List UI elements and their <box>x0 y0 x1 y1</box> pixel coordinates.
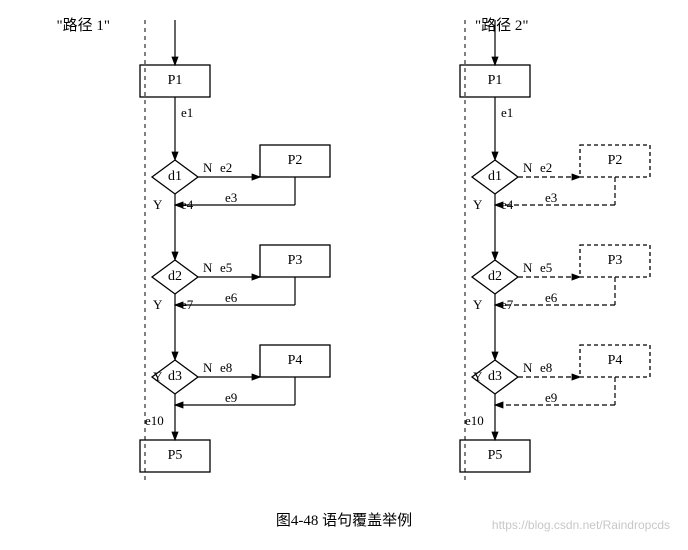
svg-text:N: N <box>203 160 213 175</box>
svg-text:e2: e2 <box>220 160 232 175</box>
svg-text:e7: e7 <box>181 297 194 312</box>
svg-text:e5: e5 <box>220 260 232 275</box>
svg-text:e1: e1 <box>181 105 193 120</box>
svg-text:Y: Y <box>473 297 483 312</box>
svg-text:e4: e4 <box>181 197 194 212</box>
svg-text:Y: Y <box>153 297 163 312</box>
svg-text:e2: e2 <box>540 160 552 175</box>
svg-text:Y: Y <box>473 369 483 384</box>
svg-text:P1: P1 <box>168 73 183 88</box>
svg-text:P2: P2 <box>608 153 623 168</box>
svg-text:e10: e10 <box>145 413 164 428</box>
svg-text:d1: d1 <box>168 169 182 184</box>
svg-text:P4: P4 <box>608 353 623 368</box>
diagram-svg: "路径 1" P1 e1 d1 Ne2 P2 e3 Ye4 d2 Ne5 P3 e6 Ye7 d3 Ne8 P… <box>0 0 688 550</box>
svg-text:e6: e6 <box>545 290 558 305</box>
watermark: https://blog.csdn.net/Raindropcds <box>492 518 670 532</box>
svg-text:d2: d2 <box>168 269 182 284</box>
svg-text:P5: P5 <box>488 448 503 463</box>
svg-text:d1: d1 <box>488 169 502 184</box>
svg-text:P3: P3 <box>608 253 623 268</box>
svg-text:"路径 2": "路径 2" <box>475 17 529 34</box>
svg-text:e6: e6 <box>225 290 238 305</box>
svg-text:d3: d3 <box>488 369 502 384</box>
svg-text:e7: e7 <box>501 297 514 312</box>
svg-text:e1: e1 <box>501 105 513 120</box>
svg-text:e9: e9 <box>225 390 237 405</box>
svg-text:d3: d3 <box>168 369 182 384</box>
svg-text:e4: e4 <box>501 197 514 212</box>
svg-text:N: N <box>523 160 533 175</box>
svg-text:N: N <box>203 360 213 375</box>
svg-text:P2: P2 <box>288 153 303 168</box>
svg-text:P1: P1 <box>488 73 503 88</box>
svg-text:Y: Y <box>153 369 163 384</box>
svg-text:N: N <box>203 260 213 275</box>
svg-text:P5: P5 <box>168 448 183 463</box>
svg-text:e8: e8 <box>220 360 232 375</box>
svg-text:N: N <box>523 360 533 375</box>
svg-text:e5: e5 <box>540 260 552 275</box>
svg-text:N: N <box>523 260 533 275</box>
svg-text:P4: P4 <box>288 353 303 368</box>
svg-text:e8: e8 <box>540 360 552 375</box>
svg-text:Y: Y <box>473 197 483 212</box>
svg-text:e3: e3 <box>545 190 557 205</box>
svg-text:d2: d2 <box>488 269 502 284</box>
svg-text:e9: e9 <box>545 390 557 405</box>
svg-text:P3: P3 <box>288 253 303 268</box>
svg-text:e3: e3 <box>225 190 237 205</box>
svg-text:e10: e10 <box>465 413 484 428</box>
svg-text:Y: Y <box>153 197 163 212</box>
svg-text:"路径 1": "路径 1" <box>57 17 111 34</box>
